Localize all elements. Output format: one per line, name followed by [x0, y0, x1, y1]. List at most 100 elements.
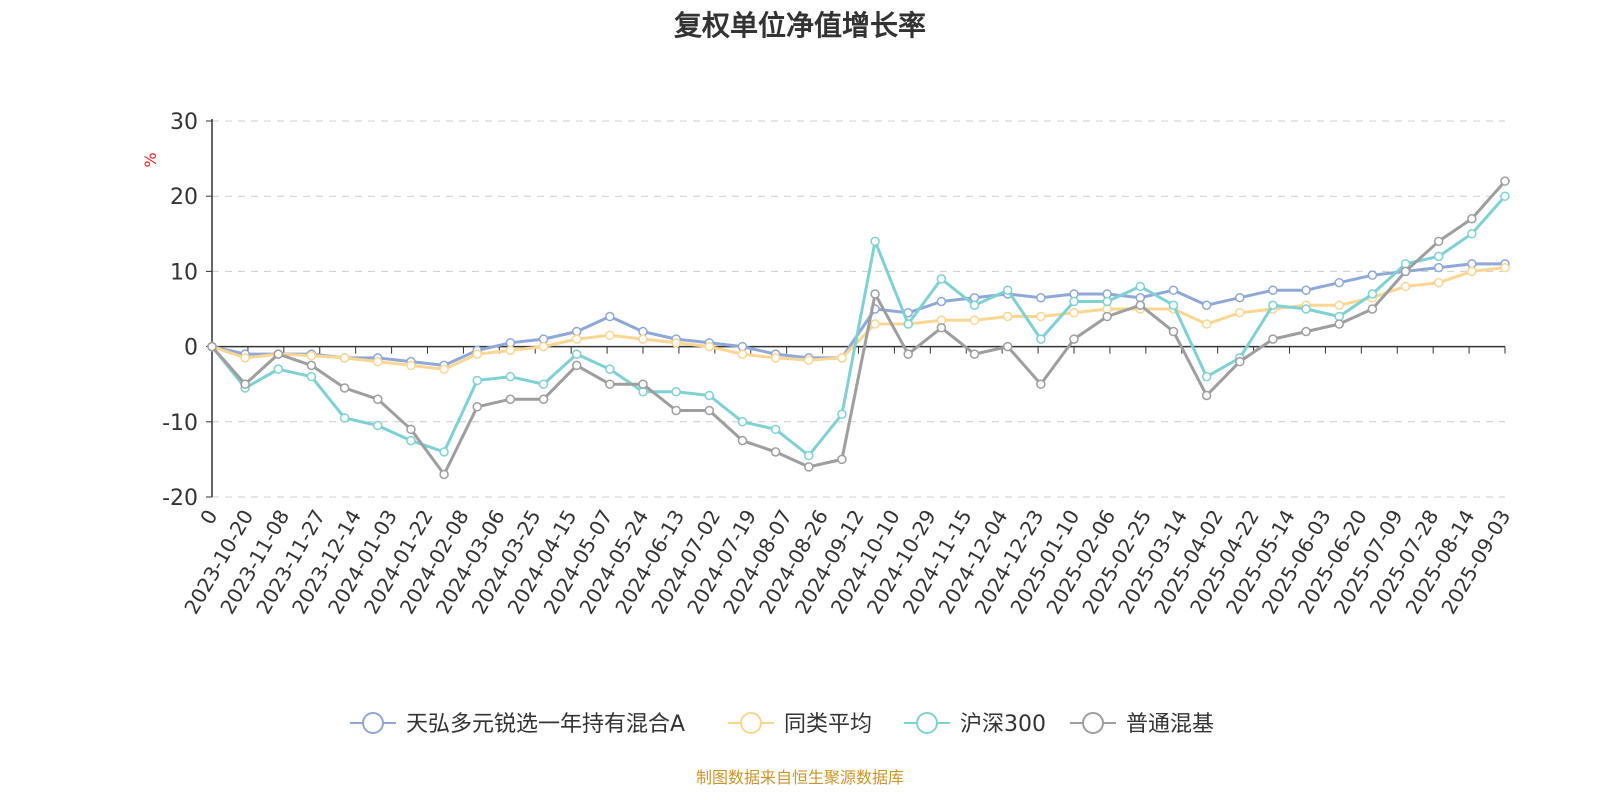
- data-point: [770, 447, 781, 457]
- data-point: [373, 420, 383, 431]
- data-point: [505, 394, 516, 404]
- data-point: [1367, 270, 1378, 280]
- data-point: [373, 394, 383, 404]
- data-point: [538, 341, 549, 352]
- data-point: [439, 364, 449, 374]
- data-point: [1201, 319, 1212, 329]
- series-line: [210, 194, 1507, 458]
- data-point: [1268, 334, 1278, 344]
- data-point: [1069, 334, 1079, 344]
- data-point: [1334, 319, 1344, 329]
- data-point: [1235, 308, 1245, 318]
- data-point: [605, 330, 615, 341]
- data-point: [1433, 251, 1444, 262]
- data-point: [273, 364, 284, 374]
- data-point: [1235, 292, 1245, 303]
- data-point: [306, 371, 317, 382]
- data-point: [1301, 326, 1311, 337]
- data-point: [1400, 281, 1411, 292]
- data-point: [936, 296, 947, 307]
- data-point: [1168, 300, 1179, 310]
- data-point: [1467, 214, 1477, 224]
- data-point: [605, 379, 615, 389]
- legend-item: 普通混基: [1070, 712, 1214, 737]
- data-point: [1036, 311, 1046, 322]
- legend-item: 沪深300: [904, 712, 1046, 737]
- data-point: [1201, 371, 1212, 382]
- legend-item: 同类平均: [728, 712, 872, 737]
- data-point: [571, 360, 582, 371]
- data-point: [737, 435, 748, 446]
- data-point: [638, 379, 648, 389]
- data-point: [1168, 326, 1179, 337]
- data-point: [1201, 390, 1212, 401]
- data-point: [472, 349, 482, 359]
- data-point: [936, 274, 947, 284]
- y-tick-label: -10: [162, 411, 198, 436]
- legend-label: 普通混基: [1126, 712, 1214, 737]
- data-point: [837, 353, 847, 363]
- data-point: [704, 390, 715, 401]
- data-point: [837, 409, 847, 420]
- data-point: [571, 334, 582, 344]
- data-point: [1069, 308, 1079, 318]
- data-source-note: 制图数据来自恒生聚源数据库: [695, 768, 904, 787]
- data-point: [505, 371, 516, 382]
- data-point: [1500, 191, 1510, 201]
- y-tick-label: 10: [170, 260, 198, 285]
- legend-marker: [1082, 712, 1104, 734]
- data-point: [1467, 266, 1477, 277]
- data-point: [770, 353, 781, 363]
- data-point: [1069, 296, 1079, 307]
- data-point: [240, 353, 250, 363]
- data-point: [671, 338, 681, 348]
- data-point: [870, 236, 880, 247]
- data-point: [1433, 277, 1444, 288]
- data-point: [505, 345, 516, 356]
- data-point: [472, 375, 482, 386]
- series-layer: [207, 176, 1510, 480]
- legend-label: 天弘多元锐选一年持有混合A: [406, 712, 685, 737]
- series-line: [210, 266, 1507, 371]
- data-point: [638, 334, 648, 344]
- y-tick-label: 20: [170, 185, 198, 210]
- data-point: [373, 356, 383, 367]
- data-point: [571, 349, 582, 359]
- data-point: [439, 447, 449, 457]
- data-point: [240, 379, 250, 389]
- data-point: [339, 413, 350, 423]
- data-point: [671, 386, 681, 397]
- data-point: [870, 319, 880, 329]
- series-1: [207, 262, 1510, 374]
- data-point: [1036, 379, 1046, 389]
- data-point: [936, 323, 947, 333]
- series-2: [207, 191, 1510, 461]
- data-point: [737, 349, 748, 359]
- data-point: [804, 450, 814, 461]
- data-point: [1235, 356, 1245, 367]
- data-point: [1102, 311, 1112, 322]
- data-point: [339, 353, 350, 363]
- data-point: [273, 349, 284, 359]
- y-tick-label: 0: [184, 336, 198, 361]
- data-point: [207, 341, 217, 352]
- data-point: [1367, 304, 1378, 314]
- data-point: [1467, 229, 1477, 239]
- series-3: [207, 176, 1510, 480]
- data-point: [804, 355, 814, 365]
- data-point: [1334, 300, 1344, 310]
- data-point: [1036, 334, 1046, 344]
- data-point: [1367, 289, 1378, 299]
- data-point: [1500, 176, 1510, 186]
- data-point: [538, 379, 549, 389]
- data-point: [406, 424, 416, 435]
- data-point: [406, 360, 416, 371]
- chart-title: 复权单位净值增长率: [673, 9, 926, 42]
- data-point: [406, 435, 416, 446]
- legend-label: 沪深300: [960, 712, 1046, 737]
- data-point: [1500, 262, 1510, 273]
- legend-marker: [362, 712, 384, 734]
- data-point: [969, 300, 980, 310]
- data-point: [1301, 304, 1311, 314]
- data-point: [1268, 285, 1278, 295]
